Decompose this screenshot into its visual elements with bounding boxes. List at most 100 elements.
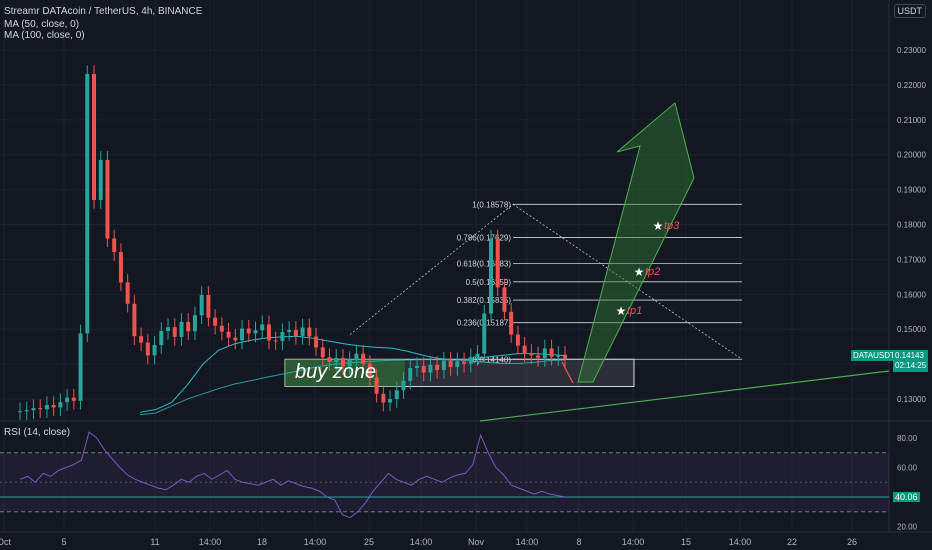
trend-diagonal <box>349 204 514 335</box>
x-tick-label: 8 <box>576 537 581 547</box>
take-profit-label: tp3 <box>664 220 680 232</box>
candle-body <box>125 282 130 304</box>
x-tick-label: 14:00 <box>516 537 539 547</box>
moving-averages <box>139 335 566 416</box>
ma100-line <box>139 359 566 416</box>
candle-body <box>455 361 460 367</box>
candle-body <box>159 330 164 345</box>
candle-body <box>361 353 366 364</box>
candle-body <box>529 352 534 356</box>
buy-zone-label: buy zone <box>295 361 376 383</box>
y-tick-label: 0.21000 <box>897 116 926 125</box>
candle-body <box>556 354 561 357</box>
candle-body <box>354 353 359 360</box>
rsi-tick-label: 60.00 <box>897 464 918 473</box>
candle-body <box>374 377 379 394</box>
candle-body <box>71 397 76 401</box>
candle-body <box>327 357 332 363</box>
take-profit-markers[interactable]: ★ tp1★ tp2★ tp3 <box>616 219 681 318</box>
fib-level-label: 0.5(0.16359) <box>466 278 512 287</box>
candle-body <box>435 364 440 371</box>
x-tick-label: 15 <box>681 537 691 547</box>
candle-body <box>226 331 231 338</box>
y-tick-label: 0.13000 <box>897 395 926 404</box>
x-tick-label: Oct <box>0 537 11 547</box>
candle-body <box>408 367 413 381</box>
x-tick-label: 14:00 <box>729 537 752 547</box>
price-series <box>18 65 567 420</box>
candle-body <box>118 252 123 283</box>
candle-body <box>38 408 43 410</box>
candle-body <box>401 380 406 391</box>
currency-badge[interactable]: USDT <box>893 4 926 18</box>
target-arrow[interactable] <box>561 102 695 384</box>
y-tick-label: 0.22000 <box>897 81 926 90</box>
candle-body <box>105 159 110 239</box>
x-tick-label: 18 <box>257 537 267 547</box>
candle-body <box>65 397 70 403</box>
fib-level-label: 0.618(0.16883) <box>457 260 512 269</box>
last-price: 0.14143 <box>895 351 924 360</box>
candle-body <box>340 357 345 367</box>
x-tick-label: 14:00 <box>410 537 433 547</box>
candle-body <box>428 364 433 373</box>
candle-body <box>186 321 191 332</box>
ma50-legend: MA (50, close, 0) <box>4 19 80 30</box>
y-tick-label: 0.20000 <box>897 151 926 160</box>
candle-body <box>563 354 567 360</box>
ma100-legend: MA (100, close, 0) <box>4 30 85 41</box>
rsi-tick-label: 80.00 <box>897 434 918 443</box>
candle-body <box>85 74 90 334</box>
candle-body <box>421 365 426 373</box>
candle-body <box>542 348 547 358</box>
candle-body <box>287 329 292 333</box>
ma50-line <box>139 335 566 413</box>
candle-body <box>266 324 271 341</box>
star-icon: ★ <box>634 265 645 279</box>
fib-level-label: 1(0.18578) <box>472 200 511 209</box>
candle-body <box>536 355 541 358</box>
candle-body <box>367 363 372 378</box>
candle-body <box>314 336 319 348</box>
candle-body <box>78 333 83 401</box>
x-tick-label: 25 <box>364 537 374 547</box>
rsi-legend: RSI (14, close) <box>4 427 71 438</box>
y-tick-label: 0.17000 <box>897 255 926 264</box>
rsi-series <box>19 431 566 519</box>
candle-body <box>307 327 312 337</box>
y-tick-label: 0.16000 <box>897 290 926 299</box>
candle-body <box>448 360 453 367</box>
buy-zone-highlight <box>285 359 405 387</box>
candle-body <box>495 238 500 288</box>
candle-body <box>381 393 386 403</box>
candle-body <box>273 340 278 342</box>
candle-body <box>213 317 218 326</box>
candle-body <box>334 357 339 363</box>
star-icon: ★ <box>616 304 627 318</box>
candle-body <box>206 295 211 318</box>
candle-body <box>31 408 36 411</box>
candle-body <box>219 325 224 332</box>
candle-body <box>24 410 29 412</box>
fib-level-label: 0.786(0.17629) <box>457 233 512 242</box>
y-tick-label: 0.19000 <box>897 186 926 195</box>
candle-body <box>152 344 157 356</box>
candle-body <box>246 328 251 334</box>
last-price-tag: 0.14143 02:14:25 <box>893 350 929 372</box>
candle-body <box>260 324 265 331</box>
candle-body <box>482 313 487 354</box>
support-trend-line <box>479 370 890 422</box>
candle-body <box>468 357 473 364</box>
candle-body <box>112 238 117 253</box>
candle-body <box>179 321 184 337</box>
x-tick-label: 26 <box>847 537 857 547</box>
candle-body <box>199 295 204 316</box>
candle-body <box>320 347 325 358</box>
candle-body <box>293 329 298 336</box>
rsi-overbought-oversold-band <box>0 452 889 513</box>
candle-body <box>44 404 49 410</box>
star-icon: ★ <box>653 219 664 233</box>
rsi-value-tag: 40.06 <box>893 492 920 502</box>
trend-lines[interactable] <box>349 204 890 422</box>
